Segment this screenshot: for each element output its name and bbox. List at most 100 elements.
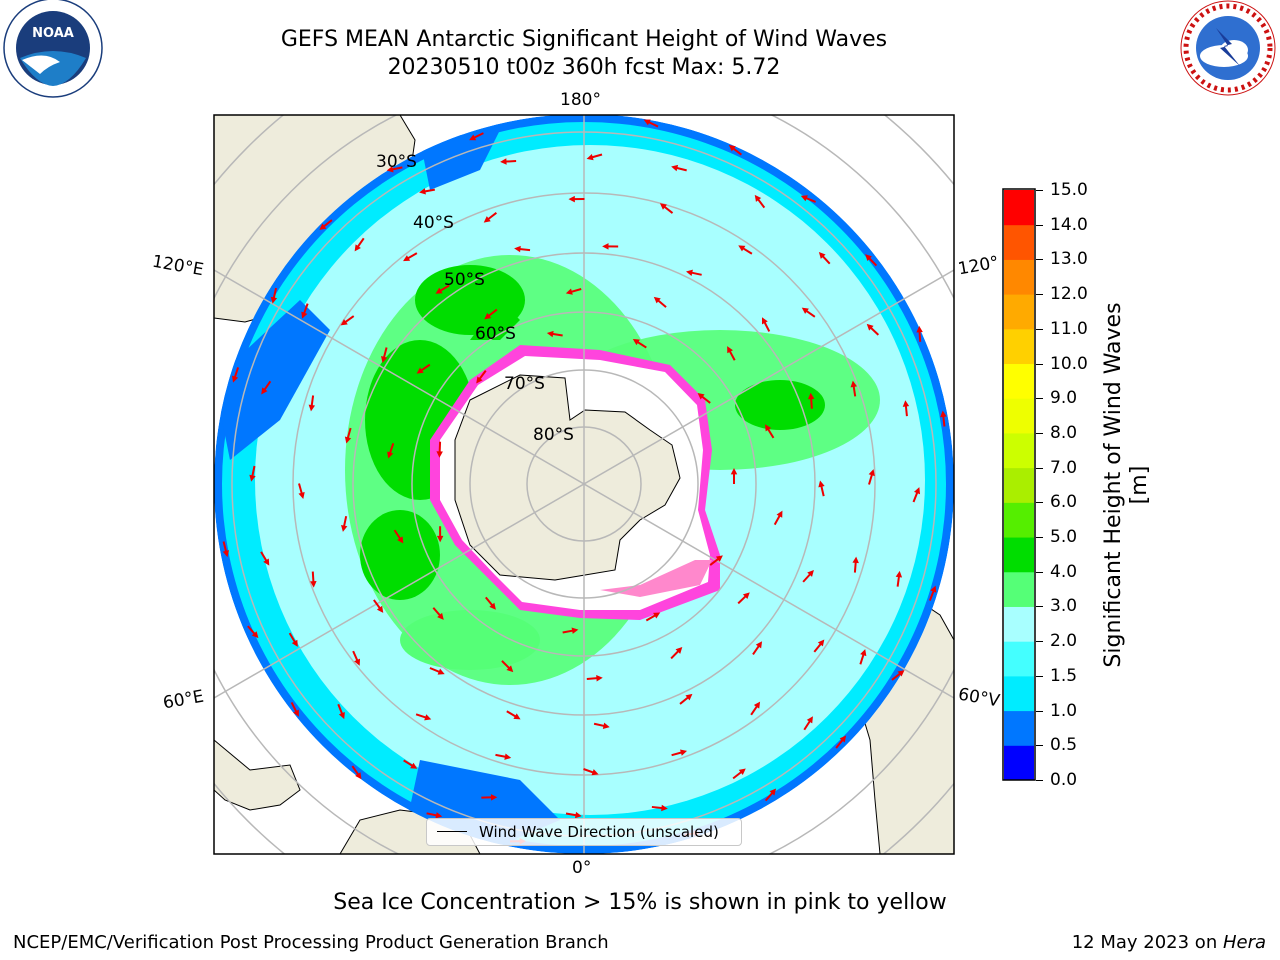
wind-arrow-head [310, 581, 317, 588]
colorbar-tick-label: 13.0 [1050, 249, 1088, 270]
colorbar-band [1004, 432, 1034, 469]
wind-arrow-head [574, 811, 582, 819]
wind-arrow-head [484, 312, 492, 320]
colorbar-tick-mark [1036, 745, 1043, 747]
wind-arrow-head [897, 670, 905, 677]
wind-arrow-head [436, 451, 443, 458]
wind-arrow-head [776, 510, 783, 518]
colorbar-tick-mark [1036, 363, 1043, 365]
colorbar-band [1004, 502, 1034, 538]
wind-arrow-head [728, 144, 736, 152]
colorbar-tick-mark [1036, 537, 1043, 539]
wind-arrow-head [435, 812, 443, 819]
lon-label-60e: 60°E [161, 686, 206, 714]
wind-arrow-head [865, 254, 872, 261]
wind-arrow-head [686, 269, 693, 276]
colorbar-tick-label: 10.0 [1050, 353, 1088, 374]
wind-arrow-head [291, 639, 298, 647]
colorbar-tick-label: 3.0 [1050, 596, 1078, 617]
wind-arrow-head [416, 367, 424, 374]
wind-arrow-head [661, 804, 668, 812]
colorbar-tick-label: 14.0 [1050, 214, 1088, 235]
wind-arrow-head [483, 216, 491, 223]
wind-arrow-head [807, 570, 814, 577]
chart-subtitle: 20230510 t00z 360h fcst Max: 5.72 [387, 55, 781, 80]
wind-arrow-head [742, 592, 750, 600]
nws-logo-icon [1180, 0, 1276, 96]
lat-label-60s: 60°S [475, 324, 516, 344]
wind-arrow-head [354, 658, 361, 666]
colorbar-tick-label: 9.0 [1050, 388, 1078, 409]
wind-arrow-head [730, 468, 738, 475]
wind-arrow-head [381, 356, 388, 364]
wind-arrow-head [715, 555, 723, 562]
wind-arrow-head [602, 722, 610, 729]
wind-arrow-head [437, 612, 444, 620]
wind-arrow-head [504, 753, 512, 760]
colorbar-band [1004, 190, 1034, 226]
wind-arrow-head [738, 245, 746, 252]
wind-arrow-head [762, 317, 768, 325]
wind-arrow-head [397, 536, 404, 544]
colorbar-tick-label: 1.5 [1050, 665, 1078, 686]
colorbar-tick-mark [1036, 641, 1043, 643]
chart-title: GEFS MEAN Antarctic Significant Height o… [280, 27, 888, 52]
colorbar-band [1004, 745, 1034, 781]
colorbar-tick-label: 15.0 [1050, 180, 1088, 200]
wind-arrows [222, 119, 947, 845]
wind-arrow-head [602, 243, 609, 250]
wind-arrow-head [263, 558, 270, 566]
colorbar-tick-mark [1036, 710, 1043, 712]
colorbar-band [1004, 675, 1034, 712]
lat-label-30s: 30°S [376, 152, 417, 172]
colorbar-band [1004, 537, 1034, 573]
lat-label-80s: 80°S [533, 425, 574, 445]
colorbar-band [1004, 398, 1034, 434]
wind-arrow-head [338, 712, 345, 720]
colorbar-tick-label: 0.5 [1050, 735, 1078, 756]
wind-arrow-head [436, 535, 444, 543]
wind-arrow-head [231, 375, 239, 383]
wind-arrow-head [738, 768, 746, 775]
wind-arrow-head [806, 716, 813, 724]
wind-arrow-head [308, 404, 316, 412]
wind-arrow-head [632, 338, 640, 346]
sea-ice-caption: Sea Ice Concentration > 15% is shown in … [333, 890, 947, 915]
wind-arrow-head [344, 436, 352, 444]
graticule [214, 115, 954, 854]
colorbar-band [1004, 328, 1034, 365]
legend-line-swatch [437, 831, 467, 832]
wind-arrow-head [895, 570, 903, 578]
wind-arrow-head [403, 255, 411, 262]
wind-arrow-head [800, 195, 808, 202]
wind-arrow-head [852, 556, 859, 564]
wind-arrow-head [697, 393, 705, 400]
wind-arrow-head [916, 325, 923, 333]
wind-arrow-head [437, 668, 445, 675]
colorbar-tick-label: 0.0 [1050, 770, 1078, 790]
wind-arrow-head [565, 288, 573, 295]
colorbar-tick-mark [1036, 259, 1043, 261]
wind-arrow-head [469, 134, 477, 141]
colorbar-band [1004, 467, 1034, 503]
wind-arrow-head [293, 709, 299, 717]
colorbar-tick-mark [1036, 294, 1043, 296]
map-legend: Wind Wave Direction (unscaled) [426, 818, 742, 846]
wind-arrow-head [596, 675, 603, 682]
wind-arrow-head [435, 287, 443, 294]
wind-arrow-head [476, 376, 483, 384]
footer-date: 12 May 2023 on Hera [1072, 932, 1266, 953]
wind-arrow-head [680, 749, 688, 756]
colorbar-band [1004, 363, 1034, 399]
colorbar-band [1004, 571, 1034, 607]
wind-arrow-head [765, 424, 772, 432]
wind-arrow-head [643, 119, 651, 126]
wind-arrow-head [653, 296, 661, 304]
wind-arrow-head [902, 400, 910, 407]
wind-arrow-head [839, 735, 847, 743]
colorbar-tick-mark [1036, 571, 1043, 573]
colorbar-band [1004, 224, 1034, 260]
wind-arrow-head [675, 647, 683, 654]
footer-date-text: 12 May 2023 on [1071, 932, 1223, 953]
colorbar-tick-label: 6.0 [1050, 492, 1078, 513]
